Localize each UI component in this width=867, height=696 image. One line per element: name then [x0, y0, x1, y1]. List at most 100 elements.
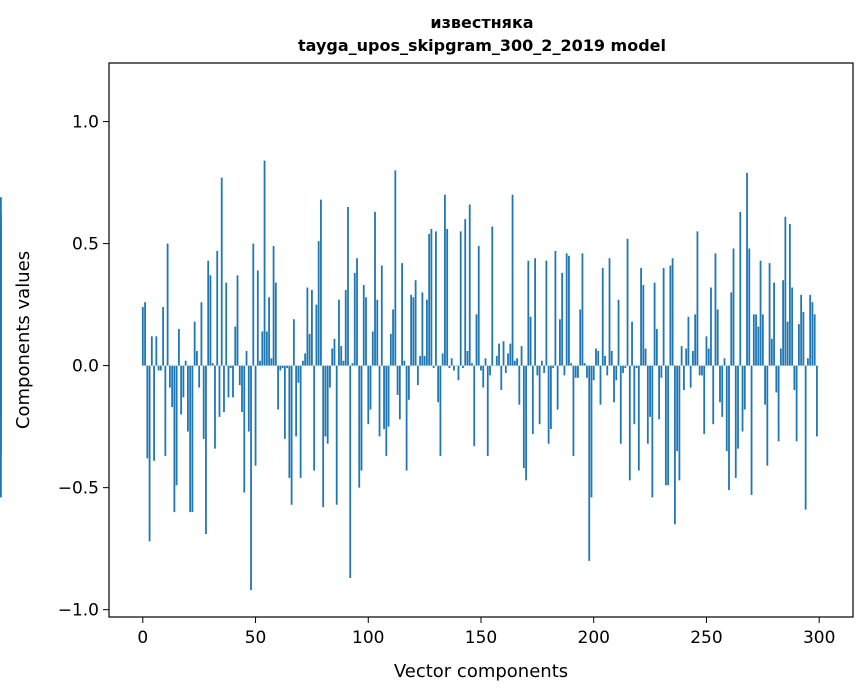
bar-165 [513, 360, 516, 366]
bar-290 [795, 365, 798, 442]
bar-294 [804, 365, 807, 510]
bar-268 [746, 172, 748, 366]
bar-138 [453, 365, 455, 371]
bar-152 [484, 358, 487, 366]
bar-206 [606, 365, 609, 376]
bar-103 [374, 211, 376, 366]
bar-159 [500, 365, 503, 391]
bar-undefined [0, 268, 2, 366]
bar-22 [191, 365, 194, 513]
bar-278 [768, 263, 771, 366]
bar-105 [378, 365, 381, 437]
bar-96 [358, 365, 361, 488]
bar-155 [491, 226, 494, 366]
bar-177 [540, 360, 543, 366]
bar-43 [238, 365, 241, 386]
bar-240 [683, 365, 685, 391]
bar-205 [604, 355, 606, 366]
bar-259 [725, 365, 728, 452]
bar-229 [658, 365, 661, 420]
bar-202 [597, 350, 600, 366]
bar-55 [265, 331, 268, 366]
bar-262 [732, 248, 735, 366]
bar-251 [707, 348, 710, 366]
bar-104 [376, 299, 379, 366]
bar-60 [277, 365, 279, 410]
bar-29 [207, 260, 210, 366]
bar-292 [800, 294, 803, 366]
bar-226 [651, 365, 654, 498]
bar-184 [556, 365, 559, 410]
bar-107 [383, 365, 385, 430]
bar-264 [737, 365, 739, 449]
bar-161 [504, 365, 507, 373]
bar-100 [367, 365, 370, 425]
bar-28 [205, 365, 207, 535]
bar-146 [471, 363, 473, 366]
bar-117 [405, 365, 408, 471]
bar-166 [516, 358, 518, 366]
bar-220 [637, 365, 640, 471]
bar-272 [755, 314, 757, 366]
bar-176 [538, 365, 541, 425]
bar-125 [423, 355, 426, 366]
bar-36 [223, 365, 225, 412]
bar-258 [723, 358, 726, 366]
bar-145 [468, 204, 471, 366]
bar-82 [326, 365, 329, 444]
bar-48 [250, 365, 252, 591]
bar-98 [362, 285, 365, 366]
bar-260 [728, 365, 730, 491]
bar-133 [441, 353, 444, 366]
bar-59 [274, 282, 277, 366]
bar-92 [349, 365, 352, 578]
bar-16 [177, 329, 180, 366]
x-tick-label: 150 [465, 628, 497, 648]
bar-288 [791, 287, 794, 366]
bar-151 [482, 365, 485, 388]
bar-214 [624, 365, 627, 369]
bar-122 [416, 365, 419, 386]
bar-95 [356, 258, 358, 366]
bar-77 [315, 304, 318, 366]
bar-275 [761, 314, 764, 366]
bar-210 [615, 365, 618, 381]
x-tick-label: 100 [352, 628, 384, 648]
bar-216 [628, 365, 631, 481]
bar-153 [486, 365, 489, 456]
x-tick-label: 250 [690, 628, 722, 648]
bar-50 [254, 365, 257, 466]
bar-99 [365, 297, 367, 366]
bar-108 [385, 365, 388, 456]
bar-198 [588, 365, 591, 561]
bar-270 [750, 365, 753, 495]
bar-127 [428, 233, 431, 366]
bar-289 [793, 365, 796, 391]
bar-276 [764, 365, 766, 405]
bar-11 [166, 243, 169, 366]
bar-221 [640, 268, 642, 366]
bar-168 [520, 346, 523, 366]
bar-267 [743, 365, 746, 410]
bar-7 [157, 365, 160, 371]
bar-37 [225, 282, 228, 366]
bar-209 [613, 365, 615, 403]
bar-136 [448, 365, 451, 369]
bar-110 [389, 333, 392, 366]
bar-45 [243, 365, 246, 493]
bar-266 [741, 365, 744, 432]
bar-284 [782, 280, 785, 366]
x-axis-label: Vector components [394, 661, 568, 682]
bar-236 [673, 365, 676, 525]
y-tick-label: 0.0 [72, 357, 99, 377]
bar-219 [635, 365, 638, 369]
bar-231 [662, 268, 665, 366]
bar-215 [626, 238, 629, 366]
bar-57 [270, 358, 273, 366]
bar-18 [182, 365, 185, 398]
bar-273 [757, 326, 760, 366]
bar-207 [608, 258, 611, 366]
bar-212 [619, 365, 622, 444]
bar-218 [633, 365, 636, 425]
